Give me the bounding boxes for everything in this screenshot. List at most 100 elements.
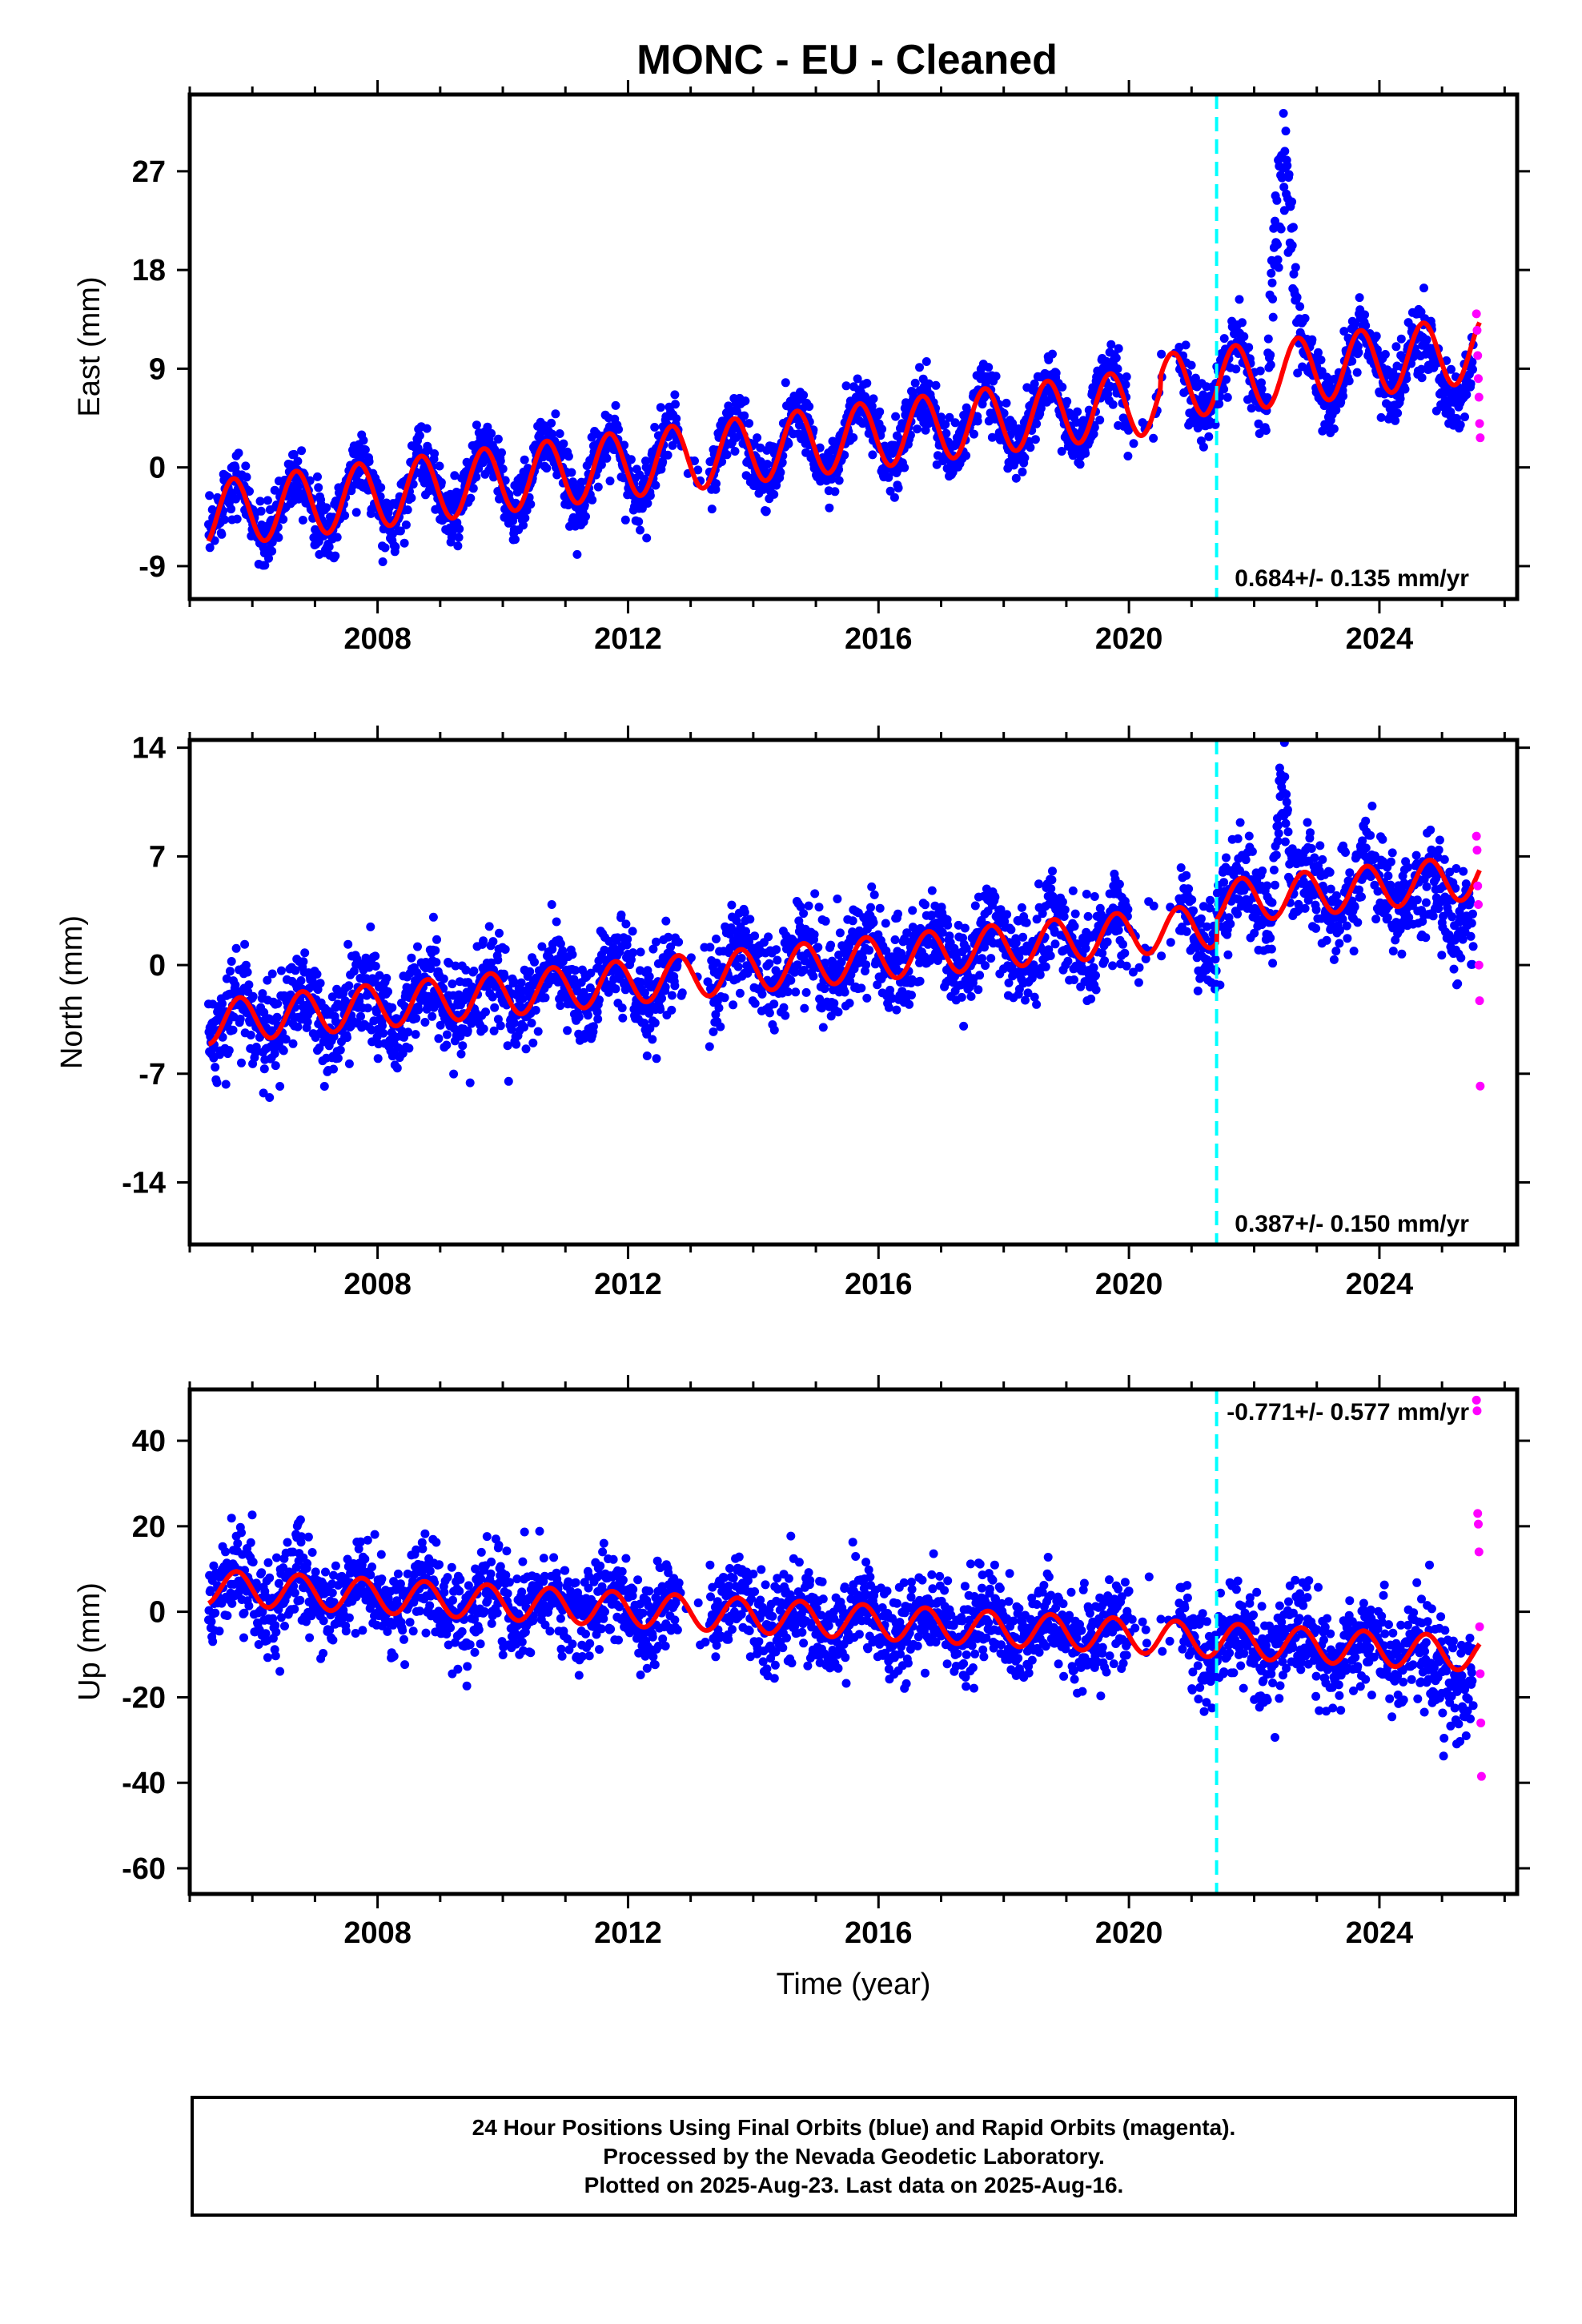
data-point bbox=[677, 988, 687, 998]
data-point bbox=[1287, 241, 1297, 250]
data-point bbox=[1284, 170, 1294, 179]
data-point bbox=[1257, 384, 1267, 394]
data-point bbox=[360, 445, 370, 455]
data-point bbox=[366, 922, 375, 931]
data-point bbox=[1393, 408, 1403, 418]
data-point bbox=[1166, 938, 1175, 947]
data-point bbox=[1063, 956, 1073, 966]
data-point bbox=[809, 930, 819, 939]
data-point bbox=[970, 429, 978, 439]
data-point bbox=[212, 1078, 222, 1088]
data-point bbox=[945, 412, 954, 422]
data-point bbox=[1204, 432, 1214, 441]
data-point bbox=[1335, 939, 1344, 948]
data-point bbox=[617, 1003, 627, 1013]
data-point bbox=[1386, 880, 1395, 890]
data-point bbox=[975, 971, 985, 980]
data-point bbox=[235, 1015, 245, 1023]
data-point bbox=[1244, 343, 1254, 352]
data-point bbox=[1006, 925, 1016, 935]
data-point bbox=[1123, 905, 1133, 915]
y-axis-label: East (mm) bbox=[73, 276, 106, 416]
data-point bbox=[547, 900, 556, 909]
data-point bbox=[1388, 947, 1398, 956]
data-point bbox=[574, 1012, 584, 1022]
data-point bbox=[1466, 379, 1476, 388]
data-point bbox=[650, 1018, 660, 1027]
data-point bbox=[432, 958, 441, 967]
data-point bbox=[1233, 834, 1243, 843]
data-point bbox=[373, 1054, 383, 1063]
data-point bbox=[1047, 875, 1057, 885]
data-point bbox=[661, 916, 671, 926]
data-point bbox=[1202, 382, 1211, 392]
data-point bbox=[1239, 332, 1249, 341]
data-point bbox=[1083, 911, 1093, 921]
data-point bbox=[219, 515, 229, 525]
data-point bbox=[1058, 897, 1067, 907]
data-point bbox=[420, 1018, 430, 1027]
data-point bbox=[636, 947, 645, 957]
data-point bbox=[1266, 933, 1275, 943]
data-point bbox=[556, 1001, 565, 1011]
data-point bbox=[1267, 898, 1277, 907]
data-point bbox=[1341, 848, 1350, 857]
data-point bbox=[468, 484, 478, 493]
rapid-orbit-point bbox=[1473, 351, 1483, 360]
data-point bbox=[456, 1049, 466, 1059]
data-point bbox=[340, 511, 350, 521]
data-point bbox=[1281, 127, 1291, 136]
data-point bbox=[271, 1061, 280, 1071]
data-point bbox=[496, 1021, 505, 1031]
rapid-orbit-point bbox=[1476, 433, 1485, 443]
data-point bbox=[493, 955, 503, 965]
data-point bbox=[237, 1058, 246, 1068]
data-point bbox=[1310, 853, 1319, 862]
data-point bbox=[915, 363, 924, 372]
data-point bbox=[915, 976, 925, 986]
data-point bbox=[869, 394, 878, 404]
data-point bbox=[387, 1003, 397, 1012]
data-point bbox=[950, 418, 960, 428]
data-point bbox=[1383, 913, 1392, 923]
data-point bbox=[243, 967, 252, 977]
data-point bbox=[1367, 802, 1377, 810]
data-point bbox=[1422, 335, 1431, 344]
data-point bbox=[563, 1026, 572, 1035]
y-tick-label: 9 bbox=[149, 352, 166, 386]
data-point bbox=[231, 943, 241, 953]
data-point bbox=[1268, 312, 1278, 322]
data-point bbox=[490, 1003, 500, 1012]
data-point bbox=[620, 440, 629, 450]
data-point bbox=[674, 937, 684, 947]
data-point bbox=[533, 1027, 543, 1036]
data-point bbox=[737, 954, 746, 963]
data-point bbox=[567, 468, 576, 477]
data-point bbox=[1041, 962, 1050, 971]
data-point bbox=[990, 892, 1000, 902]
data-point bbox=[1266, 350, 1275, 360]
data-point bbox=[1343, 934, 1352, 943]
data-point bbox=[908, 906, 917, 915]
data-point bbox=[1036, 404, 1046, 413]
data-point bbox=[1222, 375, 1231, 384]
data-point bbox=[1247, 404, 1256, 413]
data-point bbox=[800, 1003, 809, 1013]
data-point bbox=[270, 1049, 279, 1059]
data-point bbox=[833, 1007, 843, 1017]
data-point bbox=[781, 1011, 790, 1020]
data-point bbox=[1361, 816, 1371, 826]
data-point bbox=[1318, 426, 1327, 436]
data-point bbox=[642, 533, 652, 543]
data-point bbox=[255, 497, 265, 506]
data-point bbox=[1114, 344, 1123, 353]
data-point bbox=[735, 988, 745, 998]
data-point bbox=[1263, 334, 1273, 344]
data-point bbox=[614, 424, 623, 434]
data-point bbox=[781, 378, 790, 388]
data-point bbox=[448, 979, 457, 989]
data-point bbox=[1018, 932, 1028, 942]
data-point bbox=[786, 975, 796, 985]
data-point bbox=[275, 1082, 285, 1091]
data-point bbox=[205, 491, 215, 501]
